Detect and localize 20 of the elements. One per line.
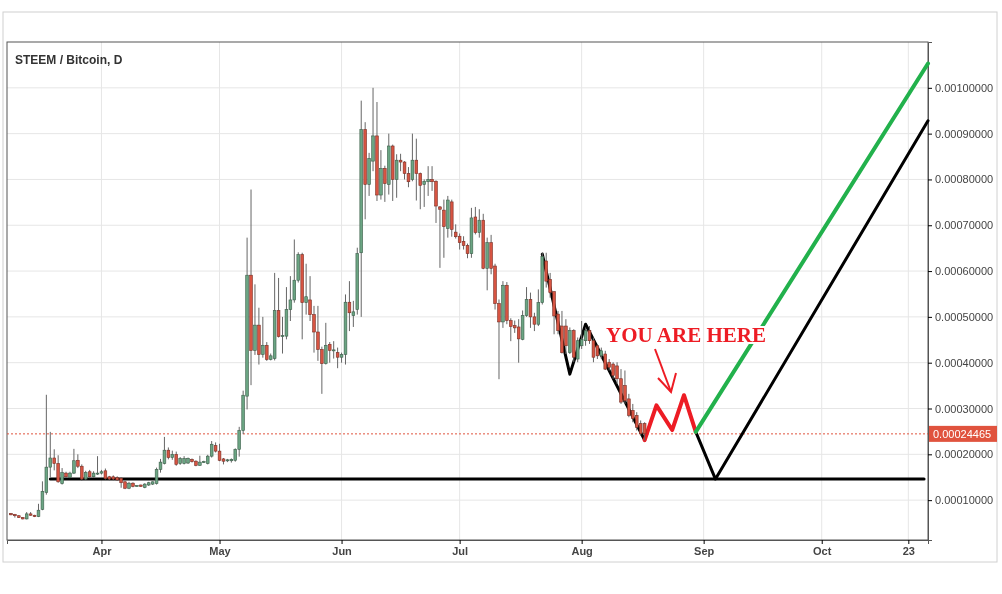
x-tick-label: Jun bbox=[332, 544, 353, 557]
y-tick-label: 0.00040000 bbox=[935, 356, 994, 369]
y-tick-label: 0.00020000 bbox=[935, 448, 994, 461]
y-tick-label: 0.00070000 bbox=[935, 219, 994, 232]
x-tick-label: Oct bbox=[813, 544, 832, 557]
y-tick-label: 0.00100000 bbox=[935, 81, 994, 94]
y-tick-label: 0.00010000 bbox=[935, 494, 994, 507]
text: STEEM / Bitcoin, D bbox=[15, 53, 123, 67]
y-tick-label: 0.00050000 bbox=[935, 310, 994, 323]
x-tick-label: May bbox=[209, 544, 232, 557]
x-tick-label: Sep bbox=[694, 544, 715, 557]
y-tick-label: 0.00090000 bbox=[935, 127, 994, 140]
x-tick-label: Apr bbox=[92, 544, 113, 557]
y-tick-label: 0.00060000 bbox=[935, 265, 994, 278]
x-tick-label: Jul bbox=[452, 544, 469, 557]
y-tick-label: 0.00080000 bbox=[935, 173, 994, 186]
x-tick-label: Aug bbox=[571, 544, 593, 557]
x-tick-label: 23 bbox=[902, 544, 915, 557]
ref-line-label: 0.00024465 bbox=[933, 427, 992, 440]
y-tick-label: 0.00030000 bbox=[935, 402, 994, 415]
